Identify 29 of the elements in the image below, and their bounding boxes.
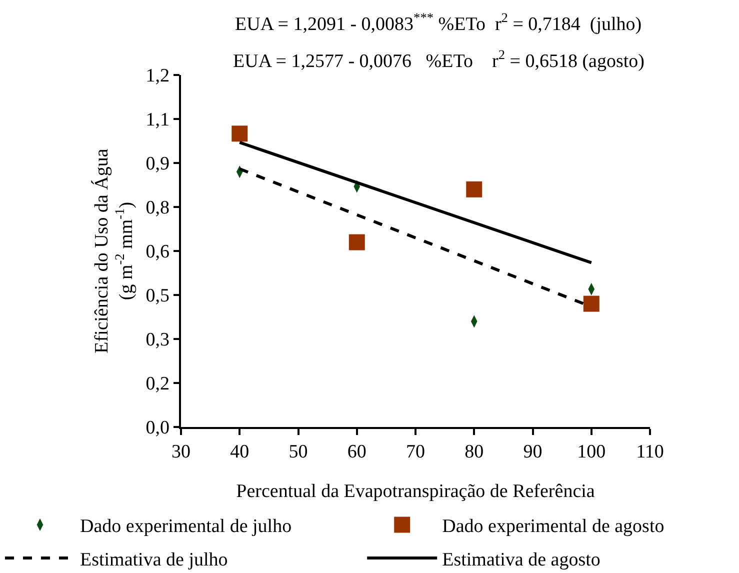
x-tick-label: 110 (636, 442, 664, 463)
x-axis-title: Percentual da Evapotranspiração de Referência (236, 480, 596, 502)
y-tick-label: 1,2 (146, 66, 170, 87)
y-tick-label: 0,8 (146, 198, 170, 219)
legend-label: Dado experimental de agosto (442, 516, 664, 538)
point (232, 126, 248, 142)
point (348, 234, 365, 250)
x-tick-label: 50 (288, 442, 308, 463)
x-tick-label: 70 (406, 442, 425, 463)
y-tick-label: 0,2 (146, 374, 170, 395)
y-tick-label: 0,0 (146, 418, 170, 439)
legend-label: Estimativa de agosto (442, 549, 600, 570)
y-tick-label: 0,9 (146, 154, 170, 175)
legend-label: Estimativa de julho (80, 549, 228, 570)
legend-label: Dado experimental de julho (80, 516, 292, 538)
x-tick-label: 60 (347, 442, 366, 463)
x-tick-label: 80 (464, 442, 484, 463)
y-tick-label: 0,6 (146, 242, 170, 263)
x-tick-label: 100 (577, 442, 606, 463)
x-tick-label: 40 (230, 442, 250, 463)
point (466, 181, 482, 198)
y-tick-label: 0,5 (146, 286, 170, 307)
y-tick-label: 0,3 (146, 330, 170, 351)
y-tick-label: 1,1 (146, 110, 170, 131)
x-tick-label: 30 (172, 442, 190, 463)
text: EUA = 1,2091 - 0,0083$^{***}$ %ETo r$^{2}$ = 0,7184 (julho) (235, 10, 642, 35)
point (583, 296, 600, 312)
text: EUA = 1,2577 - 0,0076 %ETo r$^{2}$ = 0,6518 (agosto) (233, 47, 644, 72)
x-tick-label: 90 (523, 442, 542, 463)
